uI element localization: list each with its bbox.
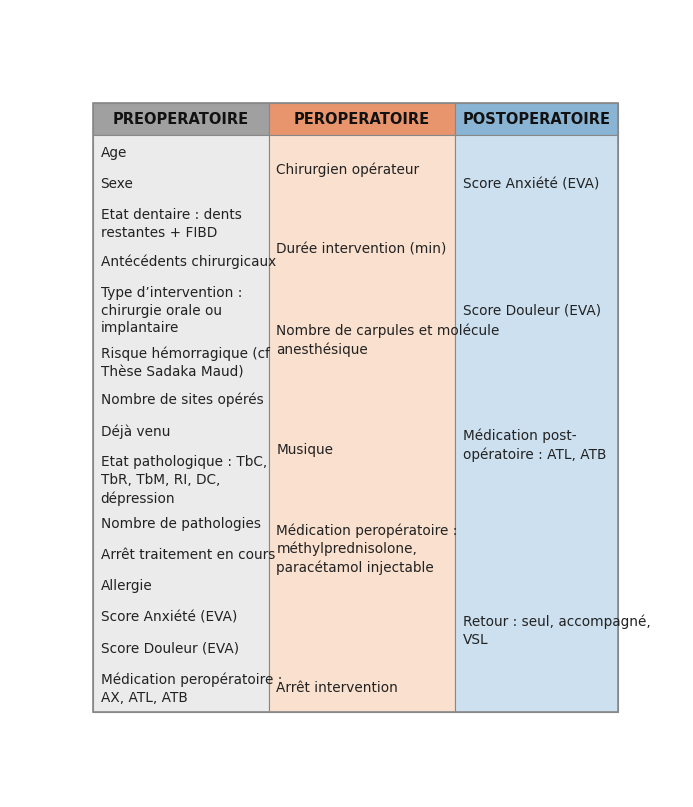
Text: Médication post-
opératoire : ATL, ATB: Médication post- opératoire : ATL, ATB <box>463 429 606 462</box>
Text: Médication peropératoire :
AX, ATL, ATB: Médication peropératoire : AX, ATL, ATB <box>100 673 282 705</box>
Text: Nombre de pathologies: Nombre de pathologies <box>100 516 261 530</box>
Text: Etat dentaire : dents
restantes + FIBD: Etat dentaire : dents restantes + FIBD <box>100 208 241 240</box>
Text: Déjà venu: Déjà venu <box>100 424 170 439</box>
Bar <box>269 136 455 712</box>
Text: Retour : seul, accompagné,
VSL: Retour : seul, accompagné, VSL <box>463 614 650 646</box>
Text: Sexe: Sexe <box>100 177 134 191</box>
Text: Risque hémorragique (cf
Thèse Sadaka Maud): Risque hémorragique (cf Thèse Sadaka Mau… <box>100 347 270 379</box>
Text: PEROPERATOIRE: PEROPERATOIRE <box>294 111 430 127</box>
Text: Score Anxiété (EVA): Score Anxiété (EVA) <box>463 178 599 191</box>
Text: Antécédents chirurgicaux: Antécédents chirurgicaux <box>100 254 276 269</box>
Bar <box>269 103 455 136</box>
Text: Type d’intervention :
chirurgie orale ou
implantaire: Type d’intervention : chirurgie orale ou… <box>100 286 242 336</box>
Text: Musique: Musique <box>277 442 333 457</box>
Text: Etat pathologique : TbC,
TbR, TbM, RI, DC,
dépression: Etat pathologique : TbC, TbR, TbM, RI, D… <box>100 455 267 506</box>
Text: Nombre de sites opérés: Nombre de sites opérés <box>100 393 263 408</box>
Text: Durée intervention (min): Durée intervention (min) <box>277 243 447 257</box>
Text: Allergie: Allergie <box>100 579 152 593</box>
Text: Chirurgien opérateur: Chirurgien opérateur <box>277 162 419 177</box>
Text: Arrêt traitement en cours: Arrêt traitement en cours <box>100 548 275 562</box>
Text: Score Douleur (EVA): Score Douleur (EVA) <box>100 642 238 655</box>
Text: Score Douleur (EVA): Score Douleur (EVA) <box>463 303 601 317</box>
Text: Médication peropératoire :
méthylprednisolone,
paracétamol injectable: Médication peropératoire : méthylprednis… <box>277 523 457 575</box>
Bar <box>93 136 269 712</box>
Text: PREOPERATOIRE: PREOPERATOIRE <box>113 111 249 127</box>
Text: Arrêt intervention: Arrêt intervention <box>277 681 398 695</box>
Text: POSTOPERATOIRE: POSTOPERATOIRE <box>462 111 610 127</box>
Bar <box>93 103 269 136</box>
Text: Nombre de carpules et molécule
anesthésique: Nombre de carpules et molécule anesthési… <box>277 324 500 357</box>
Bar <box>455 136 617 712</box>
Bar <box>455 103 617 136</box>
Text: Score Anxiété (EVA): Score Anxiété (EVA) <box>100 610 237 625</box>
Text: Age: Age <box>100 146 127 160</box>
